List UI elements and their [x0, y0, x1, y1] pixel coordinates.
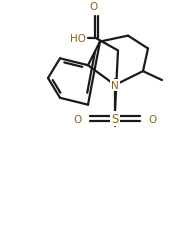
Text: HO: HO	[70, 33, 86, 43]
Text: O: O	[148, 114, 156, 124]
Text: S: S	[111, 112, 119, 125]
Text: O: O	[74, 114, 82, 124]
Text: N: N	[111, 81, 119, 91]
Text: O: O	[90, 2, 98, 12]
